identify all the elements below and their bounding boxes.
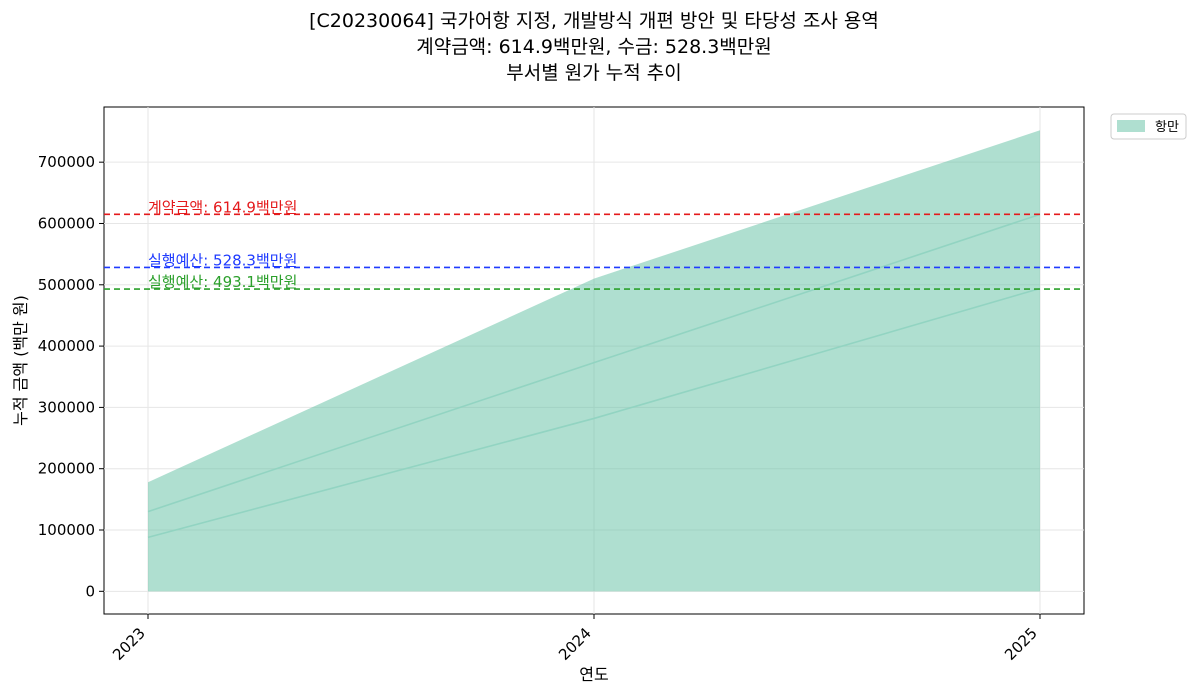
y-tick-label: 200000 [38, 460, 95, 478]
area-layer [147, 130, 1041, 592]
area-series-0 [148, 130, 1040, 592]
y-tick-label: 300000 [38, 398, 95, 416]
y-axis-title: 누적 금액 (백만 원) [11, 295, 30, 426]
reference-line-label-0: 계약금액: 614.9백만원 [148, 198, 297, 216]
x-tick-label: 2024 [555, 624, 595, 664]
chart-title-line-3: 부서별 원가 누적 추이 [506, 62, 682, 84]
chart-title-line-2: 계약금액: 614.9백만원, 수금: 528.3백만원 [416, 36, 772, 58]
chart-title: [C20230064] 국가어항 지정, 개발방식 개편 방안 및 타당성 조사… [0, 8, 1188, 86]
legend-swatch [1117, 120, 1145, 132]
y-tick-label: 500000 [38, 276, 95, 294]
legend-entry-label: 항만 [1155, 120, 1179, 135]
x-axis-title: 연도 [579, 665, 608, 684]
y-tick-label: 700000 [38, 153, 95, 171]
overlay-line-0 [147, 213, 1041, 513]
y-tick-label: 0 [85, 582, 95, 600]
legend[interactable]: 항만 [1110, 113, 1187, 140]
reference-line-label-2: 실행예산: 493.1백만원 [148, 273, 297, 291]
y-tick-label: 100000 [38, 521, 95, 539]
y-tick-label: 600000 [38, 214, 95, 232]
x-tick-label: 2025 [1001, 624, 1041, 664]
chart-title-line-1: [C20230064] 국가어항 지정, 개발방식 개편 방안 및 타당성 조사… [309, 10, 879, 32]
reference-line-label-1: 실행예산: 528.3백만원 [148, 251, 297, 269]
overlay-line-1 [147, 287, 1041, 539]
y-tick-label: 400000 [38, 337, 95, 355]
x-tick-label: 2023 [109, 624, 149, 664]
